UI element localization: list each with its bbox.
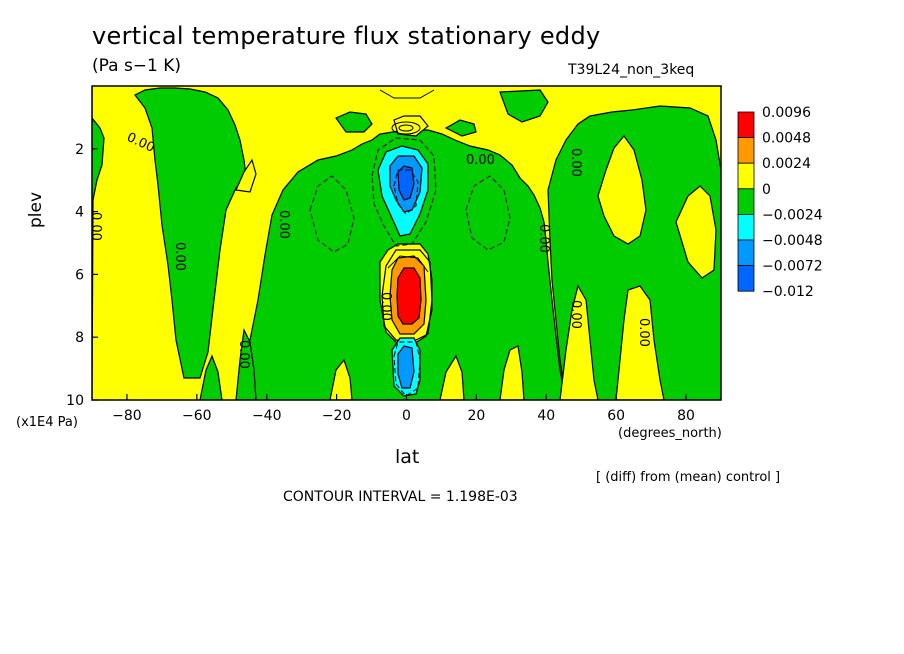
green-region (134, 87, 247, 379)
legend-swatch (737, 213, 755, 241)
contour-field: 0.00 0.00 0.00 0.00 0.00 0.00 0.00 0.00 … (88, 86, 721, 400)
green-region (499, 89, 549, 123)
x-tick-label: −40 (252, 408, 282, 424)
x-tick-label: 60 (607, 408, 625, 424)
y-tick-label: 8 (75, 330, 84, 346)
x-tick-label: 40 (537, 408, 555, 424)
legend-label: −0.012 (762, 284, 814, 300)
contour-line (381, 249, 433, 343)
x-tick-label: −20 (322, 408, 352, 424)
contour-label: 0.00 (636, 318, 651, 347)
x-axis-unit: (degrees_north) (618, 426, 722, 441)
green-region (444, 119, 477, 137)
y-ticks: 2 4 6 8 10 (66, 142, 98, 409)
y-tick-label: 2 (75, 142, 84, 158)
contour-label: 0.00 (466, 153, 495, 168)
contour-label: 0.00 (568, 148, 583, 177)
yellow-region (235, 158, 257, 193)
y-axis-unit: (x1E4 Pa) (16, 415, 78, 430)
run-label: T39L24_non_3keq (568, 62, 695, 78)
ring-contours (379, 89, 435, 273)
legend-swatch (737, 265, 755, 292)
yellow-region (597, 135, 647, 245)
legend-swatch (737, 239, 755, 267)
contour-label: 0.00 (378, 292, 393, 321)
legend-swatch (737, 137, 755, 164)
x-ticks: −80 −60 −40 −20 0 20 40 60 80 (112, 394, 695, 424)
y-tick-label: 10 (66, 393, 84, 409)
x-tick-label: −80 (112, 408, 142, 424)
diff-note: [ (diff) from (mean) control ] (596, 470, 781, 485)
green-region (199, 354, 223, 400)
legend-label: −0.0024 (762, 207, 823, 223)
yellow-region (615, 285, 665, 400)
green-region (335, 111, 373, 133)
x-tick-label: 80 (677, 408, 695, 424)
legend-swatch (737, 111, 755, 139)
legend-label: −0.0072 (762, 259, 823, 275)
yellow-region (675, 185, 717, 279)
chart-units: (Pa s−1 K) (92, 56, 182, 76)
negative-contours (309, 137, 511, 397)
x-axis-label: lat (395, 446, 420, 468)
contour-label: 0.00 (236, 340, 251, 369)
x-tick-label: −60 (182, 408, 212, 424)
yellow-region (559, 284, 599, 400)
contour-label: 0.00 (536, 224, 551, 253)
contour-label: 0.00 (88, 212, 103, 241)
contour-label: 0.00 (568, 300, 583, 329)
x-tick-label: 0 (402, 408, 411, 424)
contour-interval: CONTOUR INTERVAL = 1.198E-03 (283, 489, 518, 505)
yellow-region (499, 345, 525, 400)
contour-label: 0.00 (172, 242, 187, 271)
y-tick-label: 6 (75, 267, 84, 283)
color-legend: 0.0096 0.0048 0.0024 0 −0.0024 −0.0048 −0.0072… (737, 105, 823, 300)
green-region (235, 327, 257, 400)
yellow-region (439, 354, 465, 400)
legend-label: −0.0048 (762, 233, 823, 249)
legend-swatch (737, 162, 755, 190)
legend-label: 0.0096 (762, 105, 811, 121)
lightblue-region (397, 345, 415, 389)
legend-swatch (737, 188, 755, 215)
red-region (396, 267, 422, 325)
contour-label: 0.00 (276, 210, 291, 239)
legend-label: 0 (762, 182, 771, 198)
legend-label: 0.0048 (762, 131, 811, 147)
green-region (547, 105, 721, 400)
blue-region (397, 165, 415, 201)
legend-label: 0.0024 (762, 156, 811, 172)
yellow-region (329, 358, 353, 400)
chart-title: vertical temperature flux stationary edd… (92, 22, 601, 50)
x-tick-label: 20 (467, 408, 485, 424)
y-tick-label: 4 (75, 205, 84, 221)
